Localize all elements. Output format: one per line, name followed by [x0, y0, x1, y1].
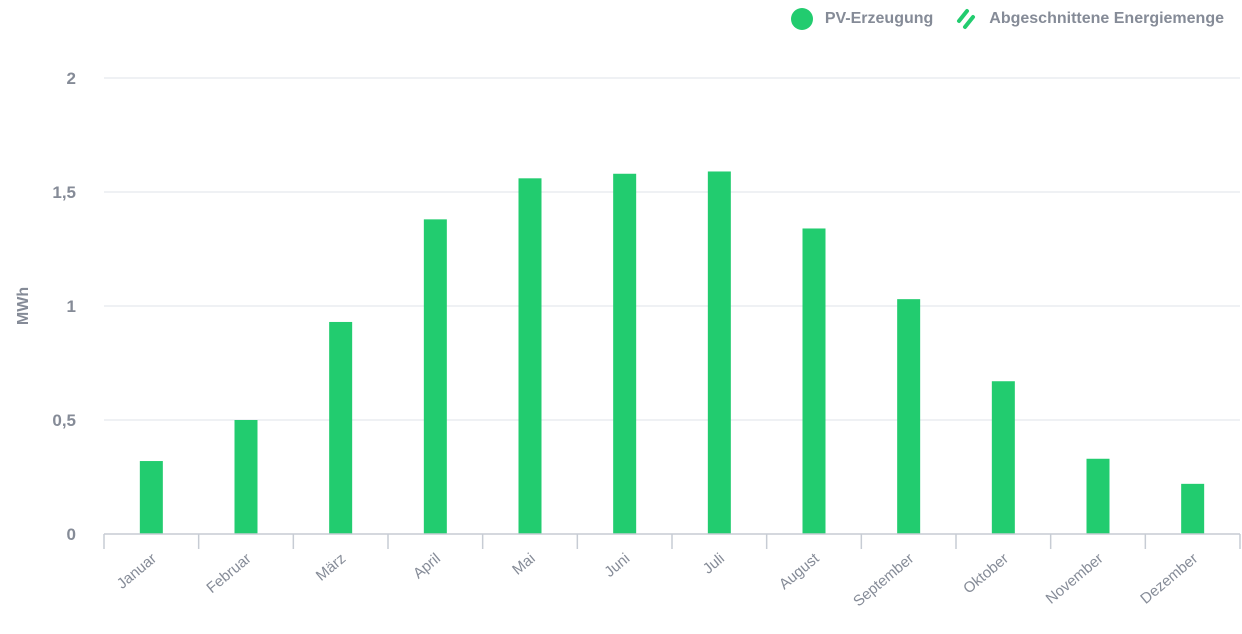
x-tick-label: Oktober	[960, 550, 1012, 597]
x-tick-label: Juni	[601, 550, 633, 581]
bar-februar[interactable]	[234, 420, 258, 534]
bar-oktober[interactable]	[991, 381, 1015, 534]
x-axis-ticks: Januar Februar März April Mai Juni Juli August S…	[114, 550, 1201, 611]
x-tick-label: Juli	[700, 550, 728, 577]
x-tick-label: Mai	[509, 550, 538, 579]
x-tick-label: August	[776, 550, 823, 594]
bar-mai[interactable]	[518, 178, 542, 534]
bars	[139, 171, 1205, 535]
x-tick-label: April	[410, 550, 444, 582]
y-tick-label: 0	[67, 525, 76, 544]
chart-legend: PV-Erzeugung Abgeschnittene Energiemenge	[790, 8, 1224, 30]
bar-märz[interactable]	[329, 321, 353, 534]
legend-label-pv-erzeugung: PV-Erzeugung	[824, 10, 934, 27]
bar-november[interactable]	[1086, 458, 1110, 534]
hatch-line-1	[957, 9, 970, 23]
y-tick-label: 1,5	[52, 183, 76, 202]
x-tick-label: Dezember	[1137, 550, 1201, 608]
bar-august[interactable]	[802, 228, 826, 535]
x-tick-label: März	[313, 550, 349, 584]
x-tick-label: November	[1043, 550, 1107, 608]
y-tick-label: 2	[67, 69, 76, 88]
legend-label-abgeschnittene-energiemenge: Abgeschnittene Energiemenge	[989, 10, 1224, 27]
x-axis	[103, 533, 1241, 549]
y-tick-label: 1	[67, 297, 76, 316]
hatch-pattern-icon	[957, 9, 976, 29]
hatch-line-2	[963, 15, 976, 29]
bar-september[interactable]	[897, 299, 921, 534]
x-tick-label: Januar	[114, 550, 160, 593]
y-axis-label: MWh	[15, 287, 32, 325]
legend-dot-icon	[790, 8, 813, 30]
legend-item-abgeschnittene-energiemenge[interactable]: Abgeschnittene Energiemenge	[955, 8, 1224, 30]
bar-juli[interactable]	[707, 171, 731, 535]
bar-april[interactable]	[423, 219, 447, 535]
bar-juni[interactable]	[613, 173, 637, 534]
bar-januar[interactable]	[139, 461, 163, 534]
gridlines	[104, 77, 1240, 421]
legend-item-pv-erzeugung[interactable]: PV-Erzeugung	[790, 8, 934, 30]
y-tick-label: 0,5	[52, 411, 76, 430]
x-tick-label: Februar	[203, 550, 254, 597]
y-axis-ticks: 0 0,5 1 1,5 2	[52, 69, 76, 544]
bar-dezember[interactable]	[1181, 483, 1205, 534]
x-tick-label: September	[850, 550, 917, 610]
